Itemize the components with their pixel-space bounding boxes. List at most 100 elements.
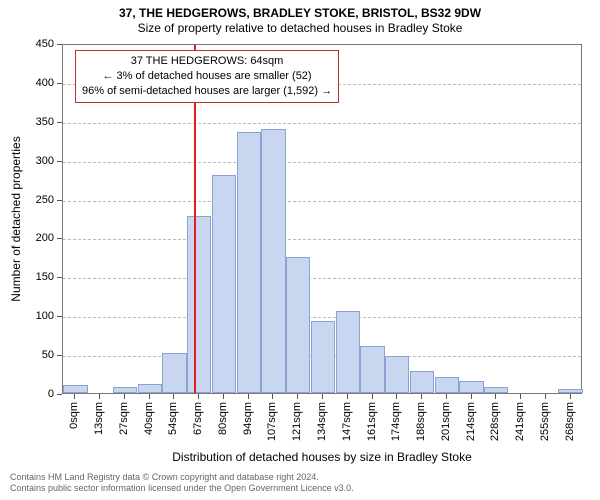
chart-titles: 37, THE HEDGEROWS, BRADLEY STOKE, BRISTO… [0, 0, 600, 36]
x-tick-mark [545, 394, 546, 399]
x-tick-label: 214sqm [465, 402, 477, 441]
title-line-2: Size of property relative to detached ho… [0, 21, 600, 36]
title-line-1: 37, THE HEDGEROWS, BRADLEY STOKE, BRISTO… [0, 6, 600, 21]
x-tick-mark [495, 394, 496, 399]
gridline [63, 123, 581, 124]
x-tick-mark [297, 394, 298, 399]
y-tick-mark [57, 122, 62, 123]
x-tick-mark [198, 394, 199, 399]
y-tick-mark [57, 44, 62, 45]
y-tick-mark [57, 394, 62, 395]
y-tick-mark [57, 161, 62, 162]
chart-footer: Contains HM Land Registry data © Crown c… [10, 472, 354, 495]
x-tick-label: 161sqm [366, 402, 378, 441]
annotation-line: 37 THE HEDGEROWS: 64sqm [82, 54, 332, 69]
x-tick-label: 228sqm [489, 402, 501, 441]
x-tick-mark [322, 394, 323, 399]
y-tick-mark [57, 355, 62, 356]
footer-line-2: Contains public sector information licen… [10, 483, 354, 494]
histogram-bar [459, 381, 483, 393]
gridline [63, 239, 581, 240]
x-tick-label: 121sqm [291, 402, 303, 441]
y-tick-mark [57, 200, 62, 201]
x-tick-mark [248, 394, 249, 399]
y-tick-label: 50 [24, 349, 54, 361]
histogram-bar [385, 356, 409, 393]
x-tick-mark [446, 394, 447, 399]
annotation-line: ← 3% of detached houses are smaller (52) [82, 69, 332, 84]
x-tick-mark [372, 394, 373, 399]
gridline [63, 201, 581, 202]
x-tick-label: 80sqm [217, 402, 229, 435]
gridline [63, 317, 581, 318]
x-tick-label: 54sqm [167, 402, 179, 435]
histogram-bar [286, 257, 310, 393]
x-tick-label: 201sqm [440, 402, 452, 441]
x-tick-label: 40sqm [143, 402, 155, 435]
histogram-bar [261, 129, 285, 393]
x-tick-mark [149, 394, 150, 399]
x-tick-mark [421, 394, 422, 399]
histogram-bar [162, 353, 186, 393]
x-tick-label: 241sqm [514, 402, 526, 441]
x-tick-label: 0sqm [68, 402, 80, 429]
y-tick-mark [57, 277, 62, 278]
y-tick-mark [57, 238, 62, 239]
histogram-bar [558, 389, 582, 393]
x-tick-mark [570, 394, 571, 399]
x-tick-label: 268sqm [564, 402, 576, 441]
gridline [63, 162, 581, 163]
x-tick-mark [173, 394, 174, 399]
annotation-line: 96% of semi-detached houses are larger (… [82, 84, 332, 99]
x-tick-label: 255sqm [539, 402, 551, 441]
x-tick-label: 134sqm [316, 402, 328, 441]
x-tick-label: 107sqm [266, 402, 278, 441]
y-tick-mark [57, 83, 62, 84]
x-tick-mark [471, 394, 472, 399]
y-tick-label: 300 [24, 155, 54, 167]
histogram-bar [484, 387, 508, 393]
x-tick-label: 13sqm [93, 402, 105, 435]
x-tick-mark [396, 394, 397, 399]
x-tick-label: 94sqm [242, 402, 254, 435]
histogram-bar [63, 385, 87, 393]
y-tick-label: 250 [24, 194, 54, 206]
y-tick-label: 0 [24, 388, 54, 400]
x-tick-mark [74, 394, 75, 399]
x-tick-mark [99, 394, 100, 399]
y-tick-label: 200 [24, 232, 54, 244]
y-tick-label: 350 [24, 116, 54, 128]
footer-line-1: Contains HM Land Registry data © Crown c… [10, 472, 354, 483]
x-tick-mark [520, 394, 521, 399]
x-tick-label: 67sqm [192, 402, 204, 435]
y-tick-mark [57, 316, 62, 317]
x-tick-mark [223, 394, 224, 399]
x-axis-label: Distribution of detached houses by size … [172, 450, 472, 464]
histogram-bar [336, 311, 360, 393]
annotation-box: 37 THE HEDGEROWS: 64sqm← 3% of detached … [75, 50, 339, 103]
x-tick-label: 188sqm [415, 402, 427, 441]
x-tick-mark [272, 394, 273, 399]
x-tick-label: 147sqm [341, 402, 353, 441]
y-tick-label: 100 [24, 310, 54, 322]
x-tick-mark [124, 394, 125, 399]
x-tick-label: 27sqm [118, 402, 130, 435]
histogram-bar [410, 371, 434, 393]
plot-area: 37 THE HEDGEROWS: 64sqm← 3% of detached … [62, 44, 582, 394]
histogram-bar [187, 216, 211, 393]
x-tick-label: 174sqm [390, 402, 402, 441]
chart-plot: 37 THE HEDGEROWS: 64sqm← 3% of detached … [62, 44, 582, 394]
histogram-bar [138, 384, 162, 393]
histogram-bar [212, 175, 236, 393]
histogram-bar [113, 387, 137, 393]
y-tick-label: 450 [24, 38, 54, 50]
histogram-bar [237, 132, 261, 393]
y-tick-label: 150 [24, 271, 54, 283]
histogram-bar [311, 321, 335, 393]
gridline [63, 278, 581, 279]
y-axis-label: Number of detached properties [9, 136, 23, 301]
histogram-bar [435, 377, 459, 393]
x-tick-mark [347, 394, 348, 399]
histogram-bar [360, 346, 384, 393]
y-tick-label: 400 [24, 77, 54, 89]
